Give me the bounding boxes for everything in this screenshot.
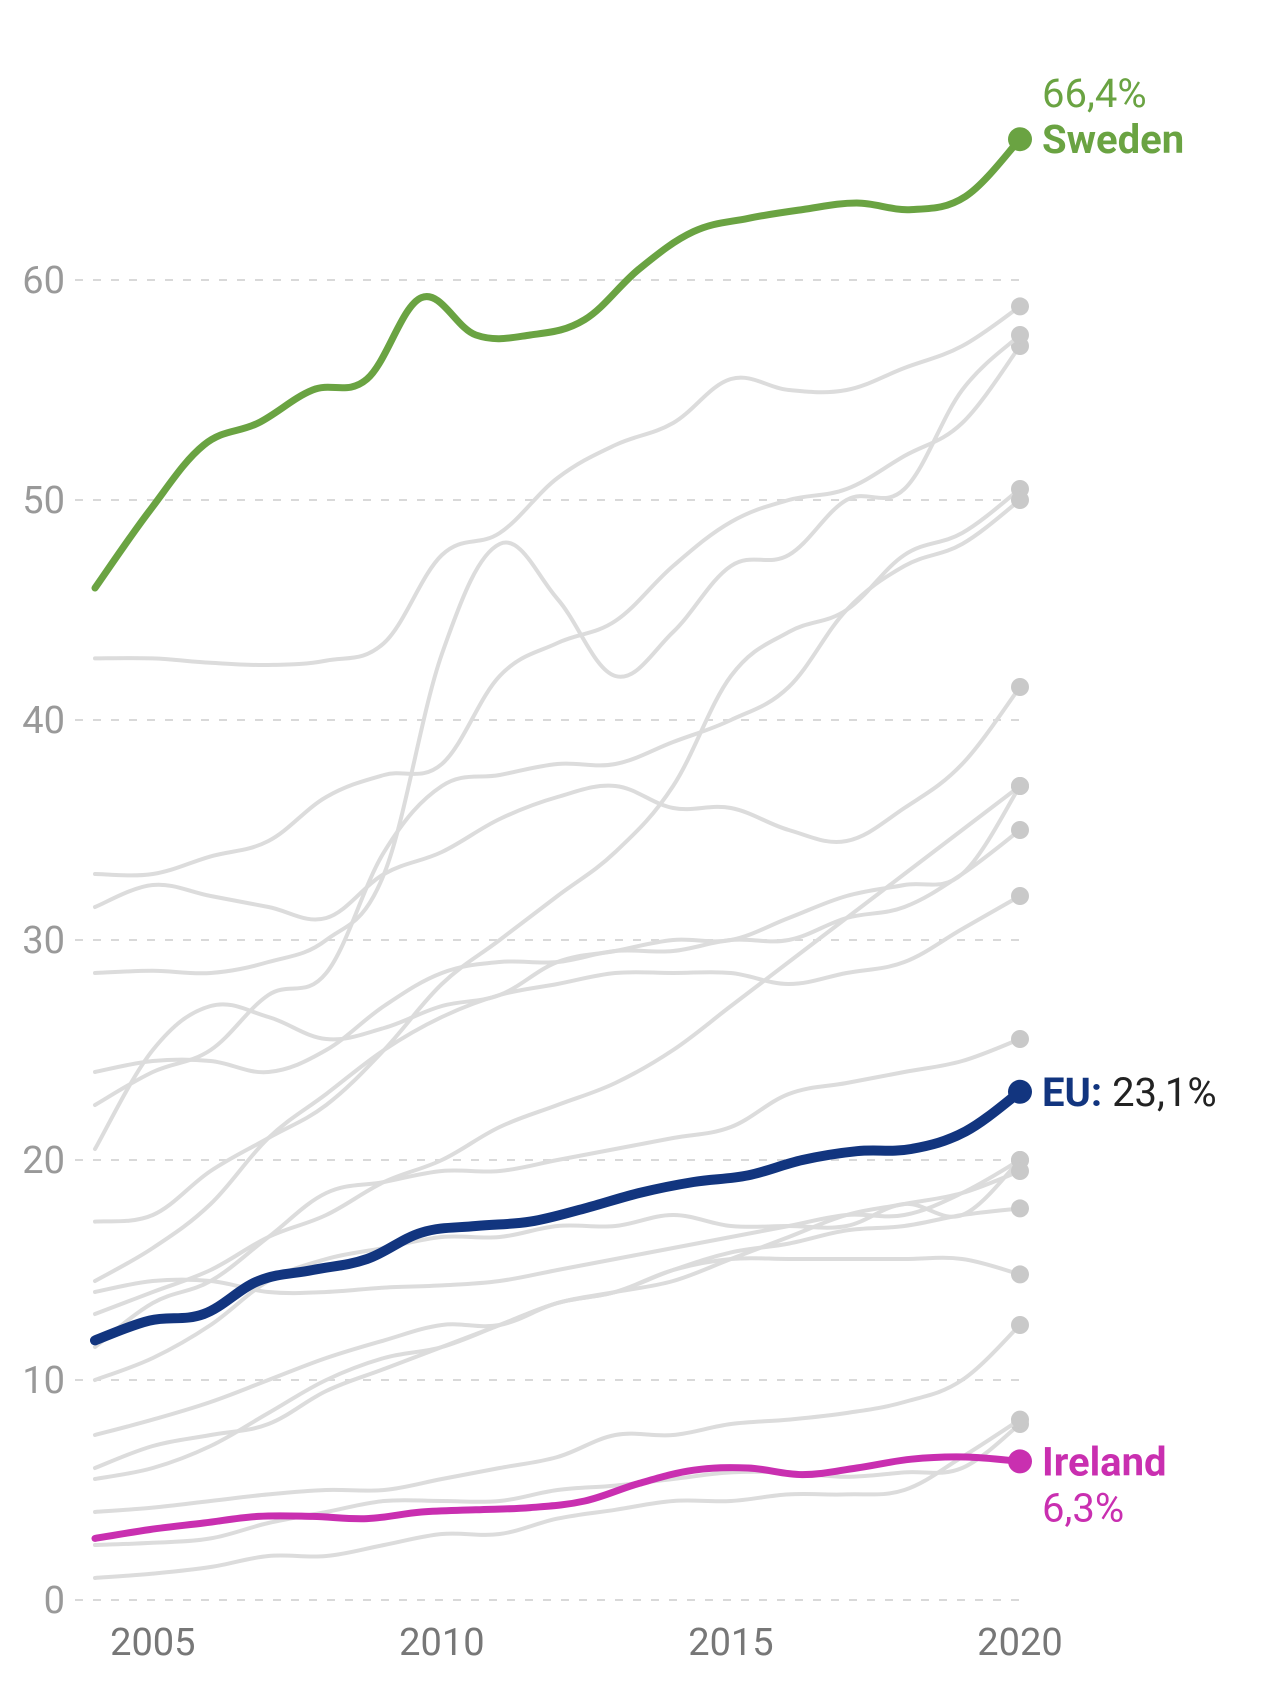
bg-series-end-dot — [1011, 821, 1029, 839]
x-tick-label: 2020 — [977, 1621, 1062, 1665]
bg-series-line — [95, 687, 1020, 920]
y-tick-label: 10 — [22, 1359, 65, 1403]
x-tick-label: 2015 — [688, 1621, 773, 1665]
bg-series-line — [95, 786, 1020, 1314]
bg-series-end-dot — [1011, 1162, 1029, 1180]
sweden-value-label: 66,4% — [1042, 70, 1147, 117]
y-tick-label: 30 — [22, 919, 65, 963]
ireland-value-label: 6,3% — [1042, 1484, 1124, 1531]
bg-series-line — [95, 306, 1020, 665]
y-tick-label: 20 — [22, 1139, 65, 1183]
eu-end-dot — [1008, 1080, 1032, 1104]
ireland-end-dot — [1008, 1449, 1032, 1473]
y-tick-label: 60 — [22, 259, 65, 303]
y-axis-labels: 0 10 20 30 40 50 60 — [22, 259, 65, 1623]
y-tick-label: 0 — [44, 1579, 65, 1623]
sweden-line — [95, 139, 1020, 588]
x-tick-label: 2010 — [399, 1621, 484, 1665]
bg-series-end-dot — [1011, 887, 1029, 905]
bg-series-line — [95, 1424, 1020, 1545]
highlighted-series: Sweden66,4% EU: 23,1% Ireland6,3% — [95, 70, 1217, 1538]
bg-series-line — [95, 1325, 1020, 1512]
x-tick-label: 2005 — [110, 1621, 195, 1665]
bg-series-end-dot — [1011, 678, 1029, 696]
bg-series-end-dot — [1011, 1199, 1029, 1217]
chart-svg: 0 10 20 30 40 50 60 2005 2010 2015 2020 Sweden66,4%… — [0, 0, 1262, 1698]
sweden-end-dot — [1008, 127, 1032, 151]
bg-series-end-dot — [1011, 491, 1029, 509]
gridlines — [75, 280, 1020, 1600]
x-axis-labels: 2005 2010 2015 2020 — [110, 1621, 1063, 1665]
background-series — [95, 297, 1029, 1578]
y-tick-label: 40 — [22, 699, 65, 743]
bg-series-end-dot — [1011, 1411, 1029, 1429]
bg-series-line — [95, 896, 1020, 1281]
bg-series-end-dot — [1011, 297, 1029, 315]
bg-series-end-dot — [1011, 1265, 1029, 1283]
eu-label: EU: 23,1% — [1042, 1069, 1217, 1116]
line-chart: 0 10 20 30 40 50 60 2005 2010 2015 2020 Sweden66,4%… — [0, 0, 1262, 1698]
bg-series-end-dot — [1011, 1030, 1029, 1048]
sweden-name-label: Sweden — [1042, 116, 1184, 163]
bg-series-line — [95, 830, 1020, 1072]
ireland-name-label: Ireland — [1042, 1438, 1167, 1485]
bg-series-end-dot — [1011, 777, 1029, 795]
bg-series-line — [95, 1208, 1020, 1479]
bg-series-end-dot — [1011, 1316, 1029, 1334]
bg-series-line — [95, 1258, 1020, 1468]
bg-series-line — [95, 500, 1020, 1105]
y-tick-label: 50 — [22, 479, 65, 523]
bg-series-end-dot — [1011, 326, 1029, 344]
